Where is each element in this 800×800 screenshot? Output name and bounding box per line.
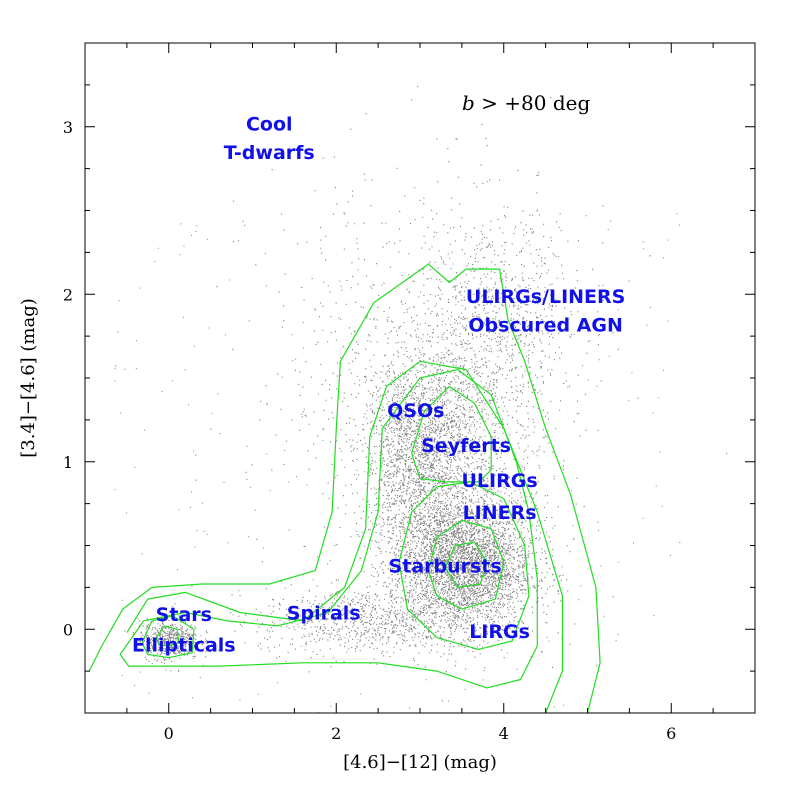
region-label-qsos: QSOs — [387, 400, 444, 422]
latitude-annotation: b > +80 deg — [462, 91, 590, 115]
contour-line-5 — [411, 385, 492, 483]
region-label-obscured-agn: Obscured AGN — [468, 314, 623, 336]
y-tick-label: 2 — [63, 285, 73, 304]
scatter-points — [114, 86, 728, 714]
x-tick-label: 4 — [499, 724, 509, 743]
region-label-lirgs: LIRGs — [469, 621, 530, 643]
x-tick-label: 6 — [666, 724, 676, 743]
region-label-cool: Cool — [246, 113, 293, 135]
region-labels: Cool T-dwarfs ULIRGs/LINERS Obscured AGN QSO… — [132, 113, 625, 656]
density-contours — [88, 263, 601, 714]
region-label-stars: Stars — [156, 604, 212, 626]
y-axis-title: [3.4]−[4.6] (mag) — [18, 298, 39, 458]
contour-line-4 — [398, 481, 530, 651]
tick-labels: 0 2 4 6 0 1 2 3 — [63, 118, 677, 743]
data-points — [114, 86, 728, 714]
x-axis-title: [4.6]−[12] (mag) — [343, 752, 497, 773]
axis-ticks — [84, 42, 756, 714]
y-tick-label: 1 — [63, 453, 73, 472]
region-label-liners: LINERs — [463, 502, 537, 524]
contour-line-3 — [119, 369, 538, 689]
region-label-ellipticals: Ellipticals — [132, 634, 236, 656]
region-label-ulirgs-liners: ULIRGs/LINERS — [466, 286, 625, 308]
y-tick-label: 0 — [63, 620, 73, 639]
region-label-starbursts: Starbursts — [389, 556, 502, 578]
latitude-condition: > +80 deg — [475, 91, 591, 115]
contour-line-8 — [141, 615, 195, 659]
y-tick-label: 3 — [63, 118, 73, 137]
x-tick-label: 2 — [331, 724, 341, 743]
x-tick-label: 0 — [164, 724, 174, 743]
contour-line-9 — [155, 625, 180, 647]
contour-line-6 — [427, 519, 505, 610]
region-label-ulirgs: ULIRGs — [461, 470, 537, 492]
region-label-seyferts: Seyferts — [421, 435, 511, 457]
contour-line-2 — [126, 360, 564, 714]
contour-line-1 — [88, 263, 601, 714]
latitude-variable: b — [462, 91, 475, 115]
region-label-t-dwarfs: T-dwarfs — [224, 142, 315, 164]
contour-line-7 — [444, 541, 488, 589]
region-label-spirals: Spirals — [287, 603, 361, 625]
